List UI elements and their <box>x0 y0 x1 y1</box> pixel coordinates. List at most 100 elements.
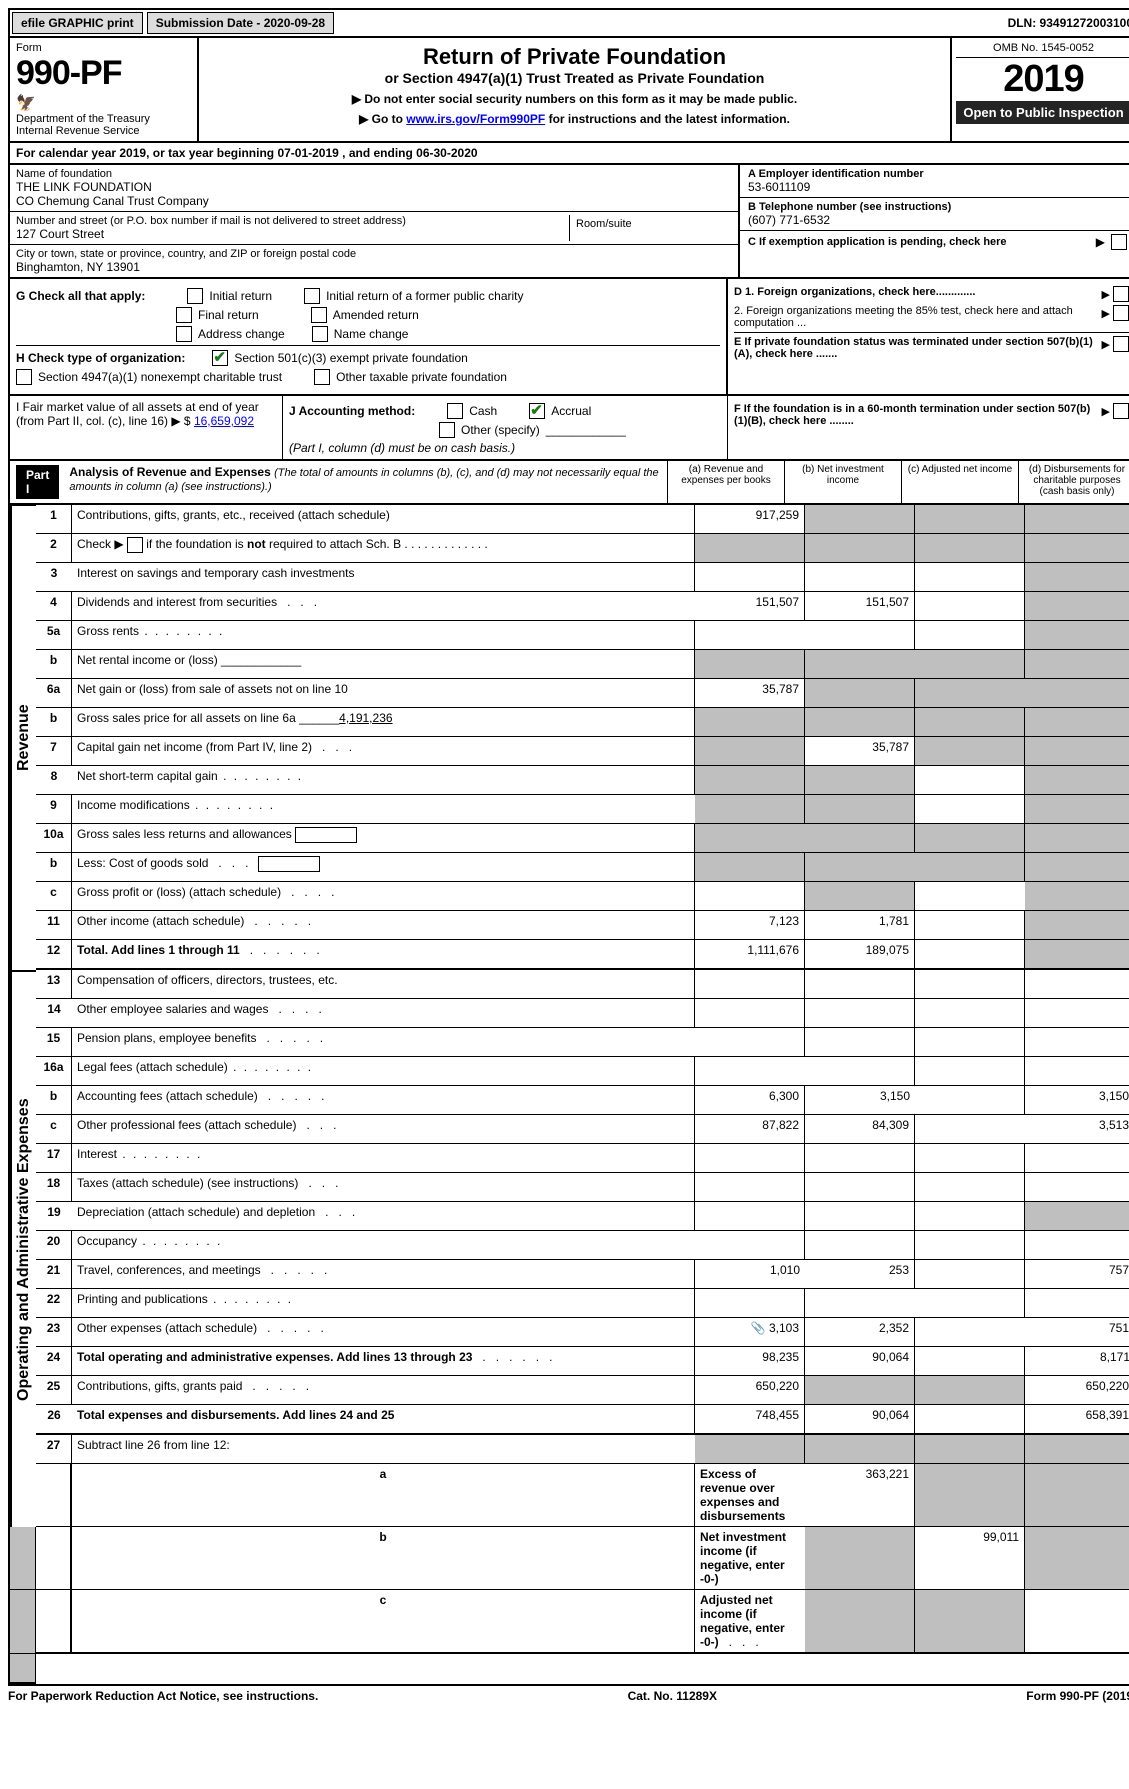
line-19-num: 19 <box>36 1202 72 1231</box>
line-2-d <box>1025 534 1129 563</box>
line-3-num: 3 <box>36 563 72 592</box>
line-17-a <box>695 1144 805 1173</box>
line-23-desc: Other expenses (attach schedule) . . . .… <box>72 1318 695 1347</box>
line-16a-a <box>695 1057 805 1086</box>
h-label: H Check type of organization: <box>16 351 185 365</box>
line-25-c <box>915 1376 1025 1405</box>
revenue-side-label: Revenue <box>10 505 36 970</box>
accrual-checkbox[interactable] <box>529 403 545 419</box>
line-26-a: 748,455 <box>695 1405 805 1435</box>
line-16c-desc: Other professional fees (attach schedule… <box>72 1115 695 1144</box>
e-checkbox[interactable] <box>1113 336 1129 352</box>
line-27b-desc: Net investment income (if negative, ente… <box>695 1527 805 1590</box>
line-22-num: 22 <box>36 1289 72 1318</box>
line-10c-b <box>805 882 915 911</box>
foundation-name-1: THE LINK FOUNDATION <box>16 180 732 194</box>
line-27b-a <box>805 1527 915 1590</box>
line-12-b: 189,075 <box>805 940 915 970</box>
line-23-c <box>915 1318 1025 1347</box>
line-18-c <box>915 1173 1025 1202</box>
line-1-b <box>805 505 915 534</box>
line-11-a: 7,123 <box>695 911 805 940</box>
line-24-b: 90,064 <box>805 1347 915 1376</box>
line-2-desc: Check ▶ if the foundation is not require… <box>72 534 695 563</box>
line-16b-b: 3,150 <box>805 1086 915 1115</box>
line-26-num: 26 <box>36 1405 72 1435</box>
col-a-header: (a) Revenue and expenses per books <box>667 461 784 503</box>
exemption-pending-checkbox[interactable] <box>1111 234 1127 250</box>
name-change-checkbox[interactable] <box>312 326 328 342</box>
line-23-d: 751 <box>1025 1318 1129 1347</box>
line-27c-b <box>915 1590 1025 1654</box>
line-10c-num: c <box>36 882 72 911</box>
d2-checkbox[interactable] <box>1113 305 1129 321</box>
line-18-desc: Taxes (attach schedule) (see instruction… <box>72 1173 695 1202</box>
line-10a-c <box>915 824 1025 853</box>
4947-checkbox[interactable] <box>16 369 32 385</box>
line-8-desc: Net short-term capital gain <box>72 766 695 795</box>
line-5b-num: b <box>36 650 72 679</box>
ein-value: 53-6011109 <box>748 180 1127 194</box>
line-24-c <box>915 1347 1025 1376</box>
attachment-icon[interactable]: 📎 <box>751 1321 766 1335</box>
line-9-b <box>805 795 915 824</box>
line-2-num: 2 <box>36 534 72 563</box>
line-10c-desc: Gross profit or (loss) (attach schedule)… <box>72 882 695 911</box>
amended-return-checkbox[interactable] <box>311 307 327 323</box>
501c3-checkbox[interactable] <box>212 350 228 366</box>
line-18-b <box>805 1173 915 1202</box>
line-17-d <box>1025 1144 1129 1173</box>
address-label: Number and street (or P.O. box number if… <box>16 215 569 227</box>
initial-former-checkbox[interactable] <box>304 288 320 304</box>
line-10a-a <box>695 824 805 853</box>
fmv-value[interactable]: 16,659,092 <box>194 414 254 428</box>
line-5a-num: 5a <box>36 621 72 650</box>
line-20-b <box>805 1231 915 1260</box>
line-5b-b <box>805 650 915 679</box>
line-19-desc: Depreciation (attach schedule) and deple… <box>72 1202 695 1231</box>
line-16c-d: 3,513 <box>1025 1115 1129 1144</box>
line-9-d <box>1025 795 1129 824</box>
line-20-a <box>695 1231 805 1260</box>
other-taxable-checkbox[interactable] <box>314 369 330 385</box>
line-25-desc: Contributions, gifts, grants paid . . . … <box>72 1376 695 1405</box>
line-16b-d: 3,150 <box>1025 1086 1129 1115</box>
line-6b-num: b <box>36 708 72 737</box>
line-11-c <box>915 911 1025 940</box>
f-checkbox[interactable] <box>1113 403 1129 419</box>
other-method-checkbox[interactable] <box>439 422 455 438</box>
d1-checkbox[interactable] <box>1113 286 1129 302</box>
line-8-d <box>1025 766 1129 795</box>
line-11-b: 1,781 <box>805 911 915 940</box>
cash-basis-note: (Part I, column (d) must be on cash basi… <box>289 441 721 455</box>
line-27c-num: c <box>72 1590 695 1654</box>
line-27-desc: Subtract line 26 from line 12: <box>72 1435 695 1464</box>
city-value: Binghamton, NY 13901 <box>16 260 356 274</box>
amended-return-label: Amended return <box>333 308 419 322</box>
line-22-c <box>915 1289 1025 1318</box>
final-return-checkbox[interactable] <box>176 307 192 323</box>
efile-print-button[interactable]: efile GRAPHIC print <box>12 12 143 34</box>
form990pf-link[interactable]: www.irs.gov/Form990PF <box>406 112 545 126</box>
line-22-desc: Printing and publications <box>72 1289 695 1318</box>
line-17-b <box>805 1144 915 1173</box>
cash-checkbox[interactable] <box>447 403 463 419</box>
f-label: F If the foundation is in a 60-month ter… <box>734 403 1090 427</box>
line-14-num: 14 <box>36 999 72 1028</box>
line-7-b: 35,787 <box>805 737 915 766</box>
line-12-d <box>1025 940 1129 970</box>
line-27b-c <box>1025 1527 1129 1590</box>
line-7-c <box>915 737 1025 766</box>
line-3-b <box>805 563 915 592</box>
line-21-a: 1,010 <box>695 1260 805 1289</box>
line-27b-b: 99,011 <box>915 1527 1025 1590</box>
line-13-desc: Compensation of officers, directors, tru… <box>72 970 695 999</box>
address-change-checkbox[interactable] <box>176 326 192 342</box>
part1-grid: Revenue 1 Contributions, gifts, grants, … <box>8 505 1129 1684</box>
initial-return-checkbox[interactable] <box>187 288 203 304</box>
line-9-a <box>695 795 805 824</box>
foundation-name-2: CO Chemung Canal Trust Company <box>16 194 732 208</box>
line-6a-desc: Net gain or (loss) from sale of assets n… <box>72 679 695 708</box>
sch-b-checkbox[interactable] <box>127 537 143 553</box>
line-5a-desc: Gross rents <box>72 621 695 650</box>
